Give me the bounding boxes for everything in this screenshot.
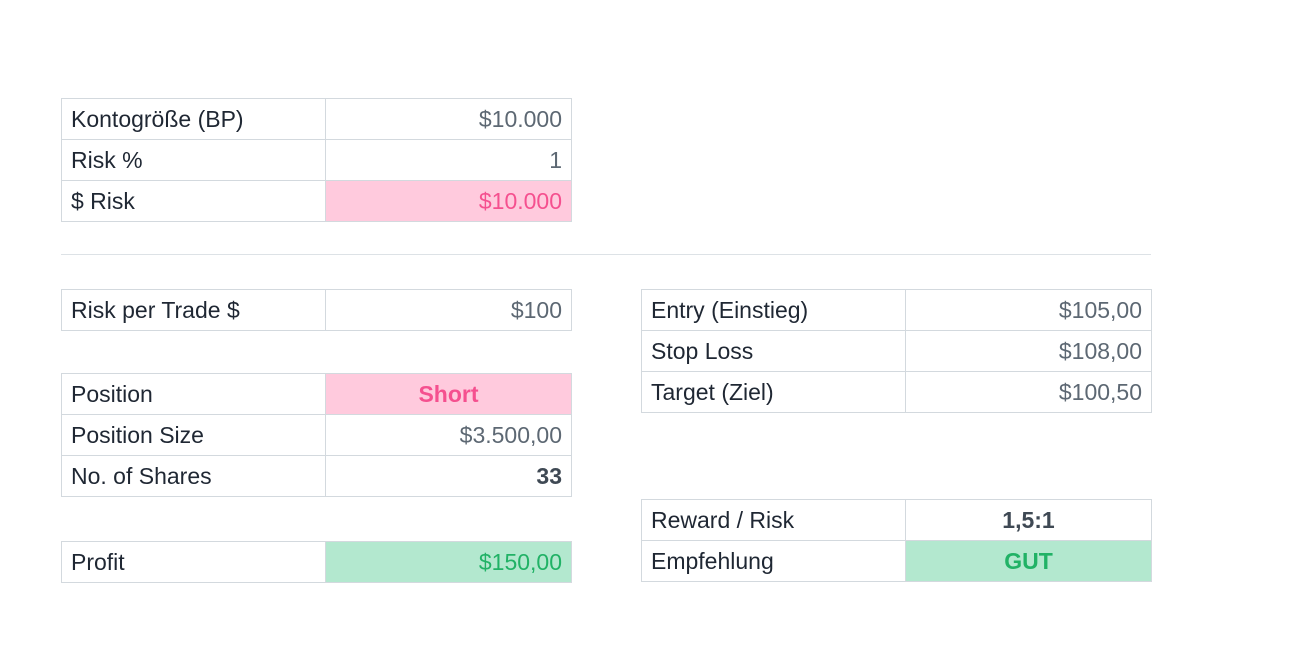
risk-percent-value[interactable]: 1 <box>325 139 572 181</box>
table-row: Entry (Einstieg) $105,00 <box>641 289 1152 331</box>
entry-label: Entry (Einstieg) <box>641 289 906 331</box>
evaluation-table: Reward / Risk 1,5:1 Empfehlung GUT <box>641 499 1152 582</box>
risk-per-trade-table: Risk per Trade $ $100 <box>61 289 572 331</box>
position-size-value[interactable]: $3.500,00 <box>325 414 572 456</box>
table-row: Empfehlung GUT <box>641 540 1152 582</box>
table-row: Kontogröße (BP) $10.000 <box>61 98 572 140</box>
table-row: Profit $150,00 <box>61 541 572 583</box>
shares-value[interactable]: 33 <box>325 455 572 497</box>
target-value[interactable]: $100,50 <box>905 371 1152 413</box>
table-row: Stop Loss $108,00 <box>641 330 1152 372</box>
table-row: Position Short <box>61 373 572 415</box>
reward-risk-value[interactable]: 1,5:1 <box>905 499 1152 541</box>
reward-risk-label: Reward / Risk <box>641 499 906 541</box>
shares-label: No. of Shares <box>61 455 326 497</box>
table-row: $ Risk $10.000 <box>61 180 572 222</box>
dollar-risk-label: $ Risk <box>61 180 326 222</box>
entry-value[interactable]: $105,00 <box>905 289 1152 331</box>
position-value[interactable]: Short <box>325 373 572 415</box>
profit-table: Profit $150,00 <box>61 541 572 583</box>
risk-per-trade-label: Risk per Trade $ <box>61 289 326 331</box>
position-size-label: Position Size <box>61 414 326 456</box>
stop-loss-label: Stop Loss <box>641 330 906 372</box>
risk-per-trade-value[interactable]: $100 <box>325 289 572 331</box>
dollar-risk-value[interactable]: $10.000 <box>325 180 572 222</box>
section-divider <box>61 254 1151 255</box>
table-row: Target (Ziel) $100,50 <box>641 371 1152 413</box>
table-row: Reward / Risk 1,5:1 <box>641 499 1152 541</box>
prices-table: Entry (Einstieg) $105,00 Stop Loss $108,… <box>641 289 1152 413</box>
stop-loss-value[interactable]: $108,00 <box>905 330 1152 372</box>
table-row: Risk % 1 <box>61 139 572 181</box>
account-table: Kontogröße (BP) $10.000 Risk % 1 $ Risk … <box>61 98 572 222</box>
recommendation-value[interactable]: GUT <box>905 540 1152 582</box>
table-row: Risk per Trade $ $100 <box>61 289 572 331</box>
recommendation-label: Empfehlung <box>641 540 906 582</box>
account-size-label: Kontogröße (BP) <box>61 98 326 140</box>
table-row: Position Size $3.500,00 <box>61 414 572 456</box>
profit-value[interactable]: $150,00 <box>325 541 572 583</box>
target-label: Target (Ziel) <box>641 371 906 413</box>
account-size-value[interactable]: $10.000 <box>325 98 572 140</box>
risk-percent-label: Risk % <box>61 139 326 181</box>
table-row: No. of Shares 33 <box>61 455 572 497</box>
position-table: Position Short Position Size $3.500,00 N… <box>61 373 572 497</box>
profit-label: Profit <box>61 541 326 583</box>
position-label: Position <box>61 373 326 415</box>
